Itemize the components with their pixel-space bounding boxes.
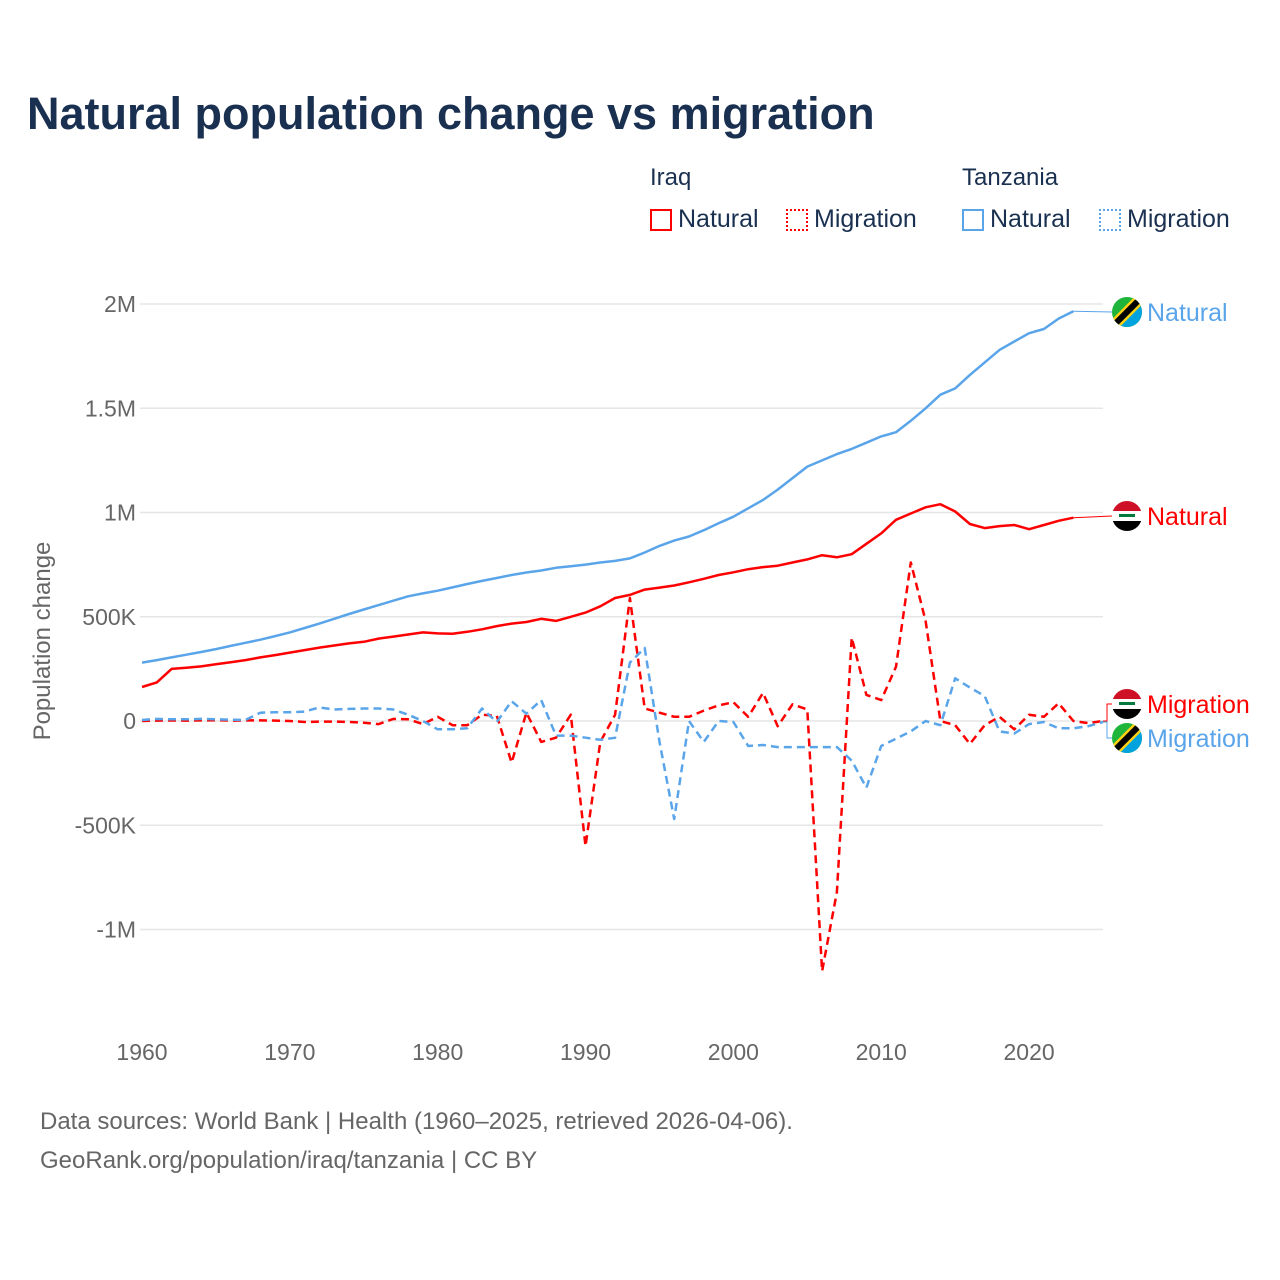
legend-label: Migration xyxy=(814,205,917,233)
x-tick-label: 1990 xyxy=(560,1039,611,1065)
legend-iraq-migration[interactable]: Migration xyxy=(786,205,917,234)
label-connector xyxy=(1073,310,1113,313)
legend-swatch-dotted xyxy=(1099,208,1121,231)
tanzania-migration-line xyxy=(141,646,1104,821)
tanzania-natural-line xyxy=(141,310,1074,664)
legend-iraq-natural[interactable]: Natural xyxy=(650,205,759,234)
label-connector xyxy=(1073,515,1113,519)
iraq-natural-line xyxy=(141,502,1074,689)
end-label-text: Migration xyxy=(1147,725,1250,753)
legend-tanzania-migration[interactable]: Migration xyxy=(1099,205,1230,234)
tanzania-natural-end-label: Natural xyxy=(1073,297,1228,327)
legend-label: Migration xyxy=(1127,205,1230,233)
legend-tanzania-natural[interactable]: Natural xyxy=(962,205,1071,234)
label-connector xyxy=(1103,703,1112,722)
y-tick-label: -1M xyxy=(96,917,136,943)
end-label-text: Natural xyxy=(1147,299,1228,327)
y-tick-label: 0 xyxy=(123,708,136,734)
legend-group-iraq: Iraq xyxy=(650,164,692,191)
x-tick-label: 1960 xyxy=(116,1039,167,1065)
y-tick-label: 1M xyxy=(104,500,136,526)
legend-group-tanzania: Tanzania xyxy=(962,164,1059,191)
footer-credit: GeoRank.org/population/iraq/tanzania | C… xyxy=(40,1147,538,1174)
y-tick-label: 1.5M xyxy=(85,395,136,421)
end-label-text: Migration xyxy=(1147,691,1250,719)
iraq-natural-end-label: Natural xyxy=(1073,501,1228,531)
legend-swatch-solid xyxy=(650,208,672,231)
x-tick-label: 2000 xyxy=(708,1039,759,1065)
iraq-migration-end-label: Migration xyxy=(1103,689,1250,722)
tanzania-flag-icon xyxy=(1112,297,1142,327)
y-tick-label: 500K xyxy=(82,604,136,630)
tanzania-flag-icon xyxy=(1112,723,1142,753)
footer-sources: Data sources: World Bank | Health (1960–… xyxy=(40,1108,793,1135)
end-label-text: Natural xyxy=(1147,503,1228,531)
x-tick-label: 1970 xyxy=(264,1039,315,1065)
label-connector xyxy=(1103,721,1112,739)
iraq-flag-icon xyxy=(1112,501,1142,531)
x-tick-label: 2020 xyxy=(1003,1039,1054,1065)
legend-label: Natural xyxy=(990,205,1071,233)
iraq-flag-icon xyxy=(1112,689,1142,719)
x-tick-label: 1980 xyxy=(412,1039,463,1065)
y-axis-label: Population change xyxy=(29,542,56,741)
iraq-migration-line xyxy=(141,561,1104,973)
legend-swatch-dotted xyxy=(786,208,808,231)
legend-label: Natural xyxy=(678,205,759,233)
y-tick-label: 2M xyxy=(104,291,136,317)
tanzania-migration-end-label: Migration xyxy=(1103,721,1250,753)
chart-title: Natural population change vs migration xyxy=(27,88,875,139)
legend-swatch-solid xyxy=(962,208,984,231)
y-tick-label: -500K xyxy=(75,812,137,838)
x-tick-label: 2010 xyxy=(856,1039,907,1065)
